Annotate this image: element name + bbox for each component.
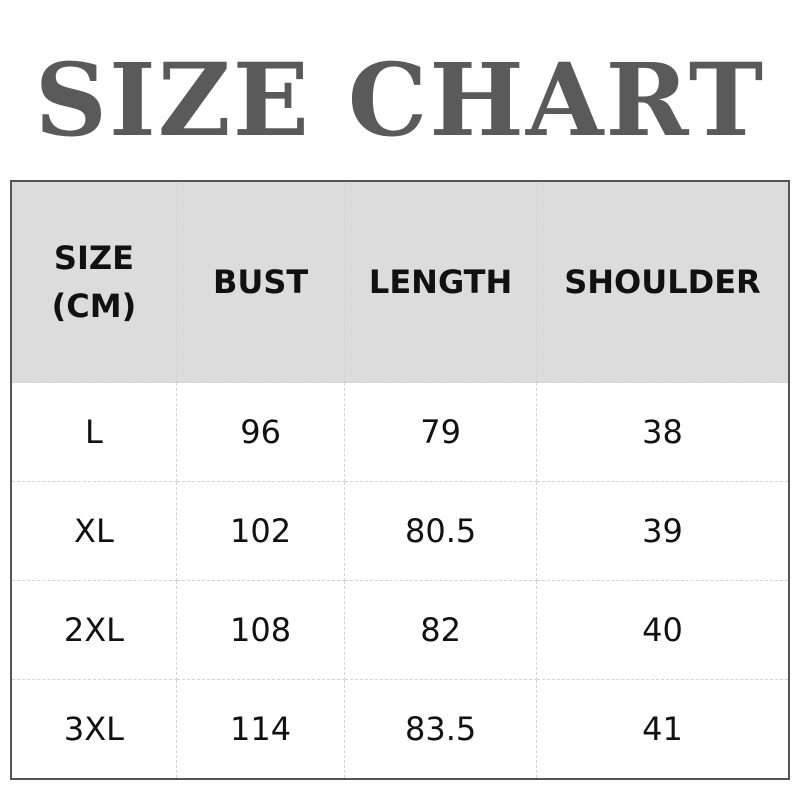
header-size: SIZE (CM) (10, 180, 177, 383)
header-length: LENGTH (344, 180, 537, 383)
cell-shoulder: 38 (535, 382, 790, 482)
cell-bust: 102 (175, 481, 346, 581)
table-header-row: SIZE (CM) BUST LENGTH SHOULDER (10, 180, 790, 383)
cell-length: 83.5 (344, 679, 537, 780)
cell-shoulder: 39 (535, 481, 790, 581)
cell-length: 79 (344, 382, 537, 482)
cell-length: 82 (344, 580, 537, 680)
cell-shoulder: 41 (535, 679, 790, 780)
table-row: 2XL 108 82 40 (10, 580, 790, 680)
header-size-line2: (CM) (51, 287, 137, 325)
table-row: XL 102 80.5 39 (10, 481, 790, 581)
cell-size: 3XL (10, 679, 177, 780)
cell-shoulder: 40 (535, 580, 790, 680)
cell-length: 80.5 (344, 481, 537, 581)
cell-size: L (10, 382, 177, 482)
size-table: SIZE (CM) BUST LENGTH SHOULDER L 96 79 38 XL 1… (10, 180, 790, 780)
header-size-line1: SIZE (53, 239, 134, 277)
cell-bust: 108 (175, 580, 346, 680)
cell-bust: 114 (175, 679, 346, 780)
table-row: L 96 79 38 (10, 382, 790, 482)
cell-bust: 96 (175, 382, 346, 482)
cell-size: XL (10, 481, 177, 581)
cell-size: 2XL (10, 580, 177, 680)
table-row: 3XL 114 83.5 41 (10, 679, 790, 780)
page-title: SIZE CHART (34, 41, 766, 159)
header-bust: BUST (175, 180, 346, 383)
header-shoulder: SHOULDER (535, 180, 790, 383)
